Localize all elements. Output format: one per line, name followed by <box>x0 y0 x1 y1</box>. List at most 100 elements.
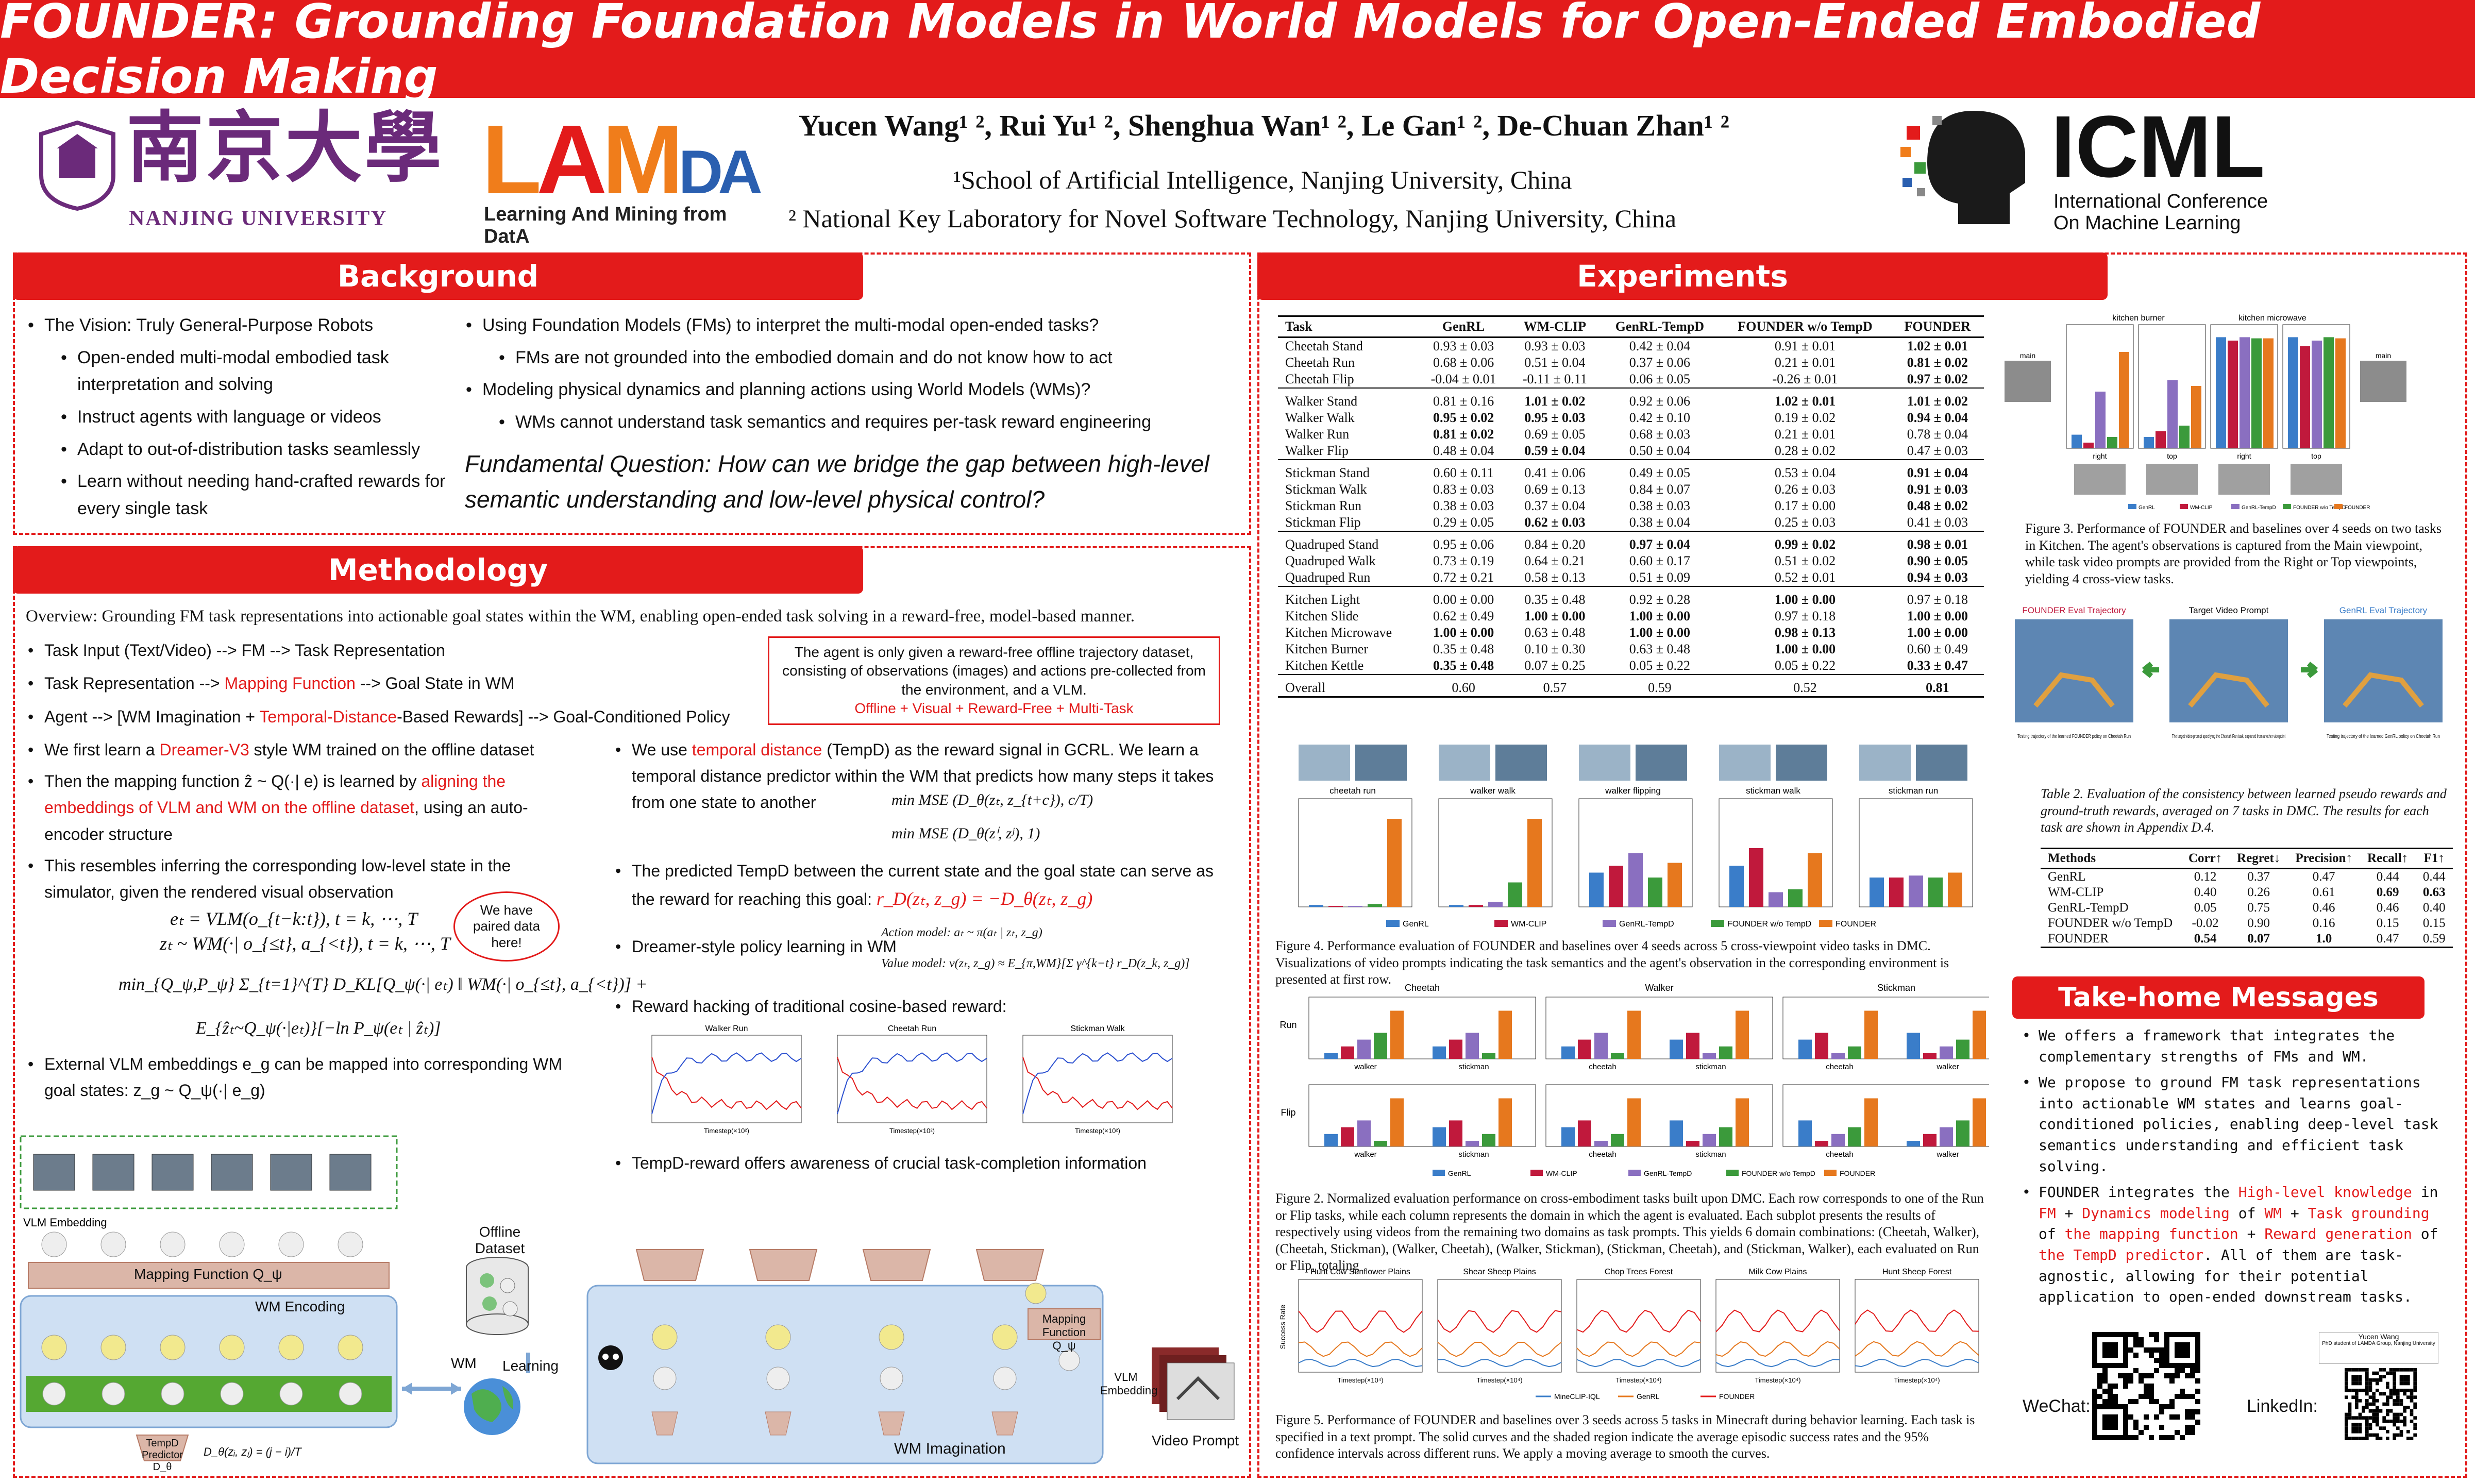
policy-block <box>991 1411 1018 1436</box>
legend-swatch <box>1386 920 1400 927</box>
qr-module <box>2355 1375 2359 1378</box>
qr-module <box>2113 1414 2118 1420</box>
qr-module <box>2368 1416 2372 1420</box>
qr-module <box>2368 1433 2372 1437</box>
table-cell: 0.78 ± 0.04 <box>1907 427 1968 442</box>
qr-module <box>2144 1347 2149 1353</box>
bar <box>2107 437 2117 448</box>
tempd-mse-1: min MSE (D_θ(zₜ, z_{t+c}), c/T) <box>891 791 1093 808</box>
table-cell: 0.51 ± 0.09 <box>1629 570 1691 585</box>
qr-module <box>2185 1332 2190 1337</box>
panel-frame <box>1576 1279 1701 1373</box>
latent-node <box>278 1335 304 1360</box>
kl-loss-line-2: E_{ẑₜ~Q_ψ(·|eₜ)}[−ln P_ψ(eₜ | ẑₜ)] <box>196 1019 441 1038</box>
embedding-node <box>338 1232 363 1257</box>
hack-x-label: Timestep(×10²) <box>704 1127 749 1135</box>
diagram-video-prompt-label: Video Prompt <box>1152 1432 1239 1448</box>
qr-module <box>2393 1385 2396 1389</box>
qr-module <box>2389 1395 2393 1399</box>
embedding-node <box>219 1232 245 1257</box>
qr-module <box>2185 1430 2190 1435</box>
qr-module <box>2403 1368 2406 1372</box>
table-cell: 0.94 ± 0.03 <box>1907 570 1968 585</box>
table-cell: 0.07 <box>2247 932 2270 946</box>
linkedin-qr-code[interactable] <box>2345 1368 2417 1440</box>
legend-label: GenRL <box>1403 920 1429 929</box>
table-cell: 1.02 ± 0.01 <box>1907 339 1968 353</box>
qr-module <box>2389 1371 2393 1375</box>
qr-module <box>2413 1395 2417 1399</box>
legend-swatch <box>2334 504 2343 509</box>
table-cell: 0.29 ± 0.05 <box>1433 515 1494 530</box>
observation-frame <box>211 1154 253 1191</box>
qr-module <box>2355 1378 2359 1382</box>
bar <box>1870 878 1884 907</box>
table-header: Regret↓ <box>2229 848 2288 869</box>
bar <box>1357 1120 1371 1146</box>
qr-module <box>2164 1332 2169 1337</box>
qr-module <box>2355 1406 2359 1409</box>
qr-module <box>2102 1347 2108 1353</box>
table-header: GenRL <box>1417 316 1510 338</box>
legend-label: FOUNDER <box>1840 1169 1875 1177</box>
qr-module <box>2376 1399 2379 1403</box>
qr-module <box>2386 1371 2389 1375</box>
policy-learning-bullet: Dreamer-style policy learning in WM <box>613 934 922 965</box>
qr-module <box>2358 1430 2362 1434</box>
nju-english-name: NANJING UNIVERSITY <box>129 207 388 230</box>
panel-frame <box>651 1035 802 1123</box>
table-cell: 0.37 ± 0.04 <box>1524 498 1586 513</box>
qr-module <box>2123 1347 2128 1353</box>
svg-text:VLM Embedding: VLM Embedding <box>23 1216 107 1229</box>
qr-module <box>2092 1404 2097 1409</box>
qr-module <box>2365 1389 2369 1392</box>
qr-module <box>2123 1430 2128 1435</box>
qr-module <box>2365 1420 2369 1423</box>
qr-module <box>2180 1389 2185 1394</box>
bar <box>1798 1120 1812 1146</box>
qr-module <box>2379 1437 2383 1440</box>
bar <box>1973 1098 1986 1146</box>
series-line <box>1437 1359 1562 1368</box>
qr-module <box>2195 1347 2200 1353</box>
tempd-reward-bullet: The predicted TempD between the current … <box>613 858 1221 919</box>
qr-module <box>2406 1368 2410 1372</box>
qr-module <box>2348 1416 2352 1420</box>
qr-module <box>2403 1378 2406 1382</box>
qr-module <box>2410 1420 2414 1423</box>
qr-module <box>2133 1399 2139 1404</box>
panel-frame <box>1298 1279 1423 1373</box>
qr-module <box>2175 1394 2180 1399</box>
fig2-x-label: walker <box>1936 1063 1959 1071</box>
qr-module <box>2128 1399 2133 1404</box>
table-cell: Overall <box>1285 680 1325 695</box>
figure-3: kitchen burner kitchen microwave main main r… <box>2005 309 2458 515</box>
bar <box>1469 905 1483 907</box>
qr-module <box>2393 1420 2396 1423</box>
qr-module <box>2399 1433 2403 1437</box>
qr-module <box>2108 1425 2113 1430</box>
qr-module <box>2123 1384 2128 1389</box>
bar <box>1387 819 1402 907</box>
tempd-predictor-block <box>635 1249 704 1281</box>
wechat-qr-code[interactable] <box>2092 1332 2200 1440</box>
legend-label: FOUNDER w/o TempD <box>2293 505 2346 511</box>
qr-module <box>2396 1433 2400 1437</box>
bar <box>1831 1053 1845 1059</box>
diagram-tempd-formula: D_θ(zᵢ, zⱼ) = (j − i)/T <box>204 1445 301 1458</box>
figure-2-caption: Figure 2. Normalized evaluation performa… <box>1275 1191 1984 1273</box>
legend-label: WM-CLIP <box>1511 920 1546 929</box>
legend-swatch <box>1824 1170 1837 1176</box>
qr-module <box>2133 1332 2139 1337</box>
table-row: Cheetah Stand 0.93 ± 0.03 0.93 ± 0.03 0.42 … <box>1278 338 1984 355</box>
qr-module <box>2144 1425 2149 1430</box>
qr-module <box>2195 1342 2200 1347</box>
policy-block <box>878 1411 905 1436</box>
eval-return-line <box>837 1057 987 1110</box>
table-cell: Stickman Walk <box>1285 482 1367 497</box>
method-diagram: VLM Embedding <box>18 1131 1244 1473</box>
qr-module <box>2413 1375 2417 1378</box>
qr-module <box>2376 1437 2379 1440</box>
qr-module <box>2097 1332 2102 1337</box>
icml-wordmark: ICML <box>2051 98 2265 196</box>
